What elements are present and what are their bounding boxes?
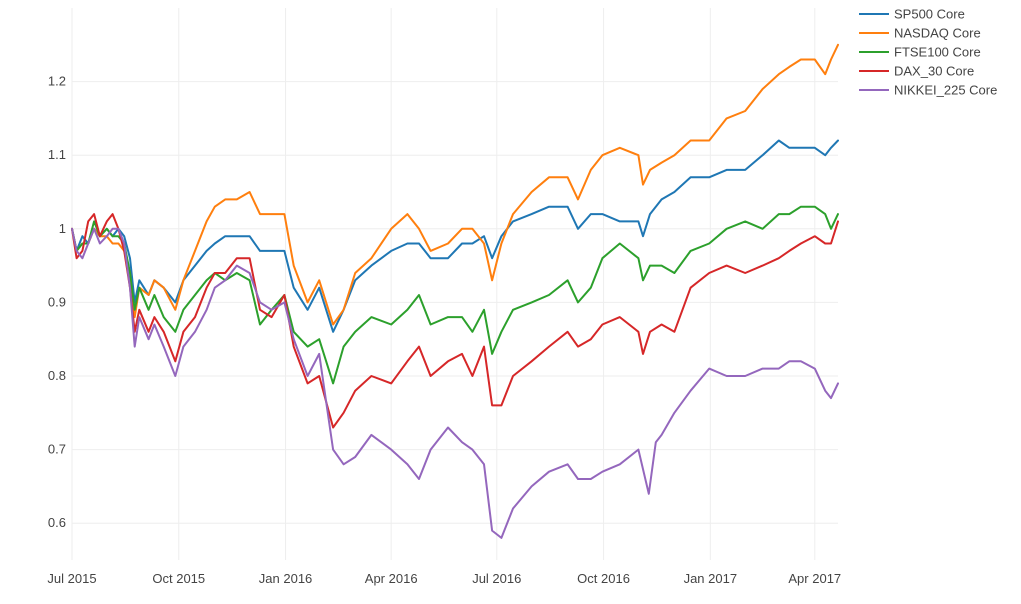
y-tick-label: 0.7 [48,442,66,457]
x-tick-label: Apr 2016 [365,571,418,586]
legend: SP500 Core NASDAQ Core FTSE100 Core DAX_30 … [859,7,997,98]
x-tick-label: Jul 2016 [472,571,521,586]
x-tick-label: Apr 2017 [788,571,841,586]
series-line-nasdaq-core [71,43,839,326]
x-tick-label: Oct 2015 [152,571,205,586]
series-lines [71,43,839,539]
y-tick-label: 1 [59,221,66,236]
legend-label[interactable]: NASDAQ Core [894,26,981,41]
y-tick-label: 0.9 [48,294,66,309]
grid [71,8,838,560]
x-tick-label: Oct 2016 [577,571,630,586]
series-line-sp500-core [71,139,839,333]
legend-label[interactable]: DAX_30 Core [894,64,974,79]
legend-label[interactable]: NIKKEI_225 Core [894,83,997,98]
x-tick-label: Jan 2017 [684,571,738,586]
series-line-dax-30-core [71,213,839,429]
axes: 0.6 0.7 0.8 0.9 1 1.1 1.2 Jul 2015 Oct 2015 Jan 2… [47,74,841,586]
y-tick-label: 1.2 [48,74,66,89]
x-tick-label: Jan 2016 [259,571,313,586]
legend-label[interactable]: FTSE100 Core [894,45,981,60]
legend-label[interactable]: SP500 Core [894,7,965,22]
y-tick-label: 0.8 [48,368,66,383]
y-tick-label: 0.6 [48,515,66,530]
series-line-ftse100-core [71,205,839,385]
series-line-nikkei-225-core [71,227,839,539]
y-tick-label: 1.1 [48,147,66,162]
x-tick-label: Jul 2015 [47,571,96,586]
